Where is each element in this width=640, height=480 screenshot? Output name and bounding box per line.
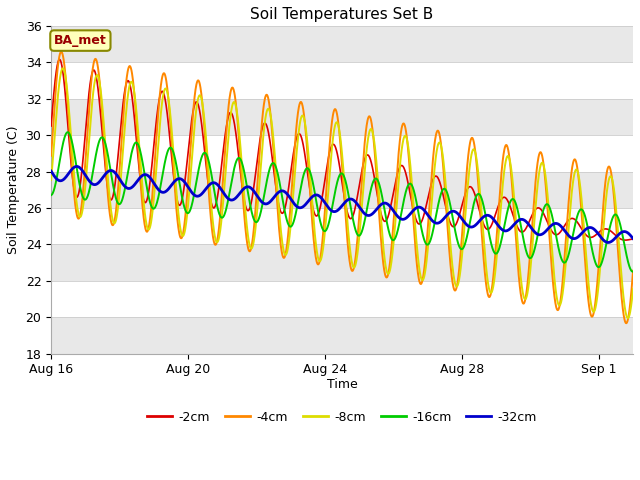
Bar — [51, 317, 633, 354]
Title: Soil Temperatures Set B: Soil Temperatures Set B — [250, 7, 434, 22]
Bar — [51, 208, 633, 244]
Bar — [51, 62, 633, 99]
Bar — [51, 135, 633, 171]
Bar — [51, 244, 633, 281]
Text: BA_met: BA_met — [54, 34, 107, 47]
Bar — [51, 281, 633, 317]
Bar — [51, 26, 633, 62]
X-axis label: Time: Time — [326, 378, 358, 391]
Bar — [51, 171, 633, 208]
Y-axis label: Soil Temperature (C): Soil Temperature (C) — [7, 126, 20, 254]
Legend: -2cm, -4cm, -8cm, -16cm, -32cm: -2cm, -4cm, -8cm, -16cm, -32cm — [142, 406, 542, 429]
Bar — [51, 99, 633, 135]
